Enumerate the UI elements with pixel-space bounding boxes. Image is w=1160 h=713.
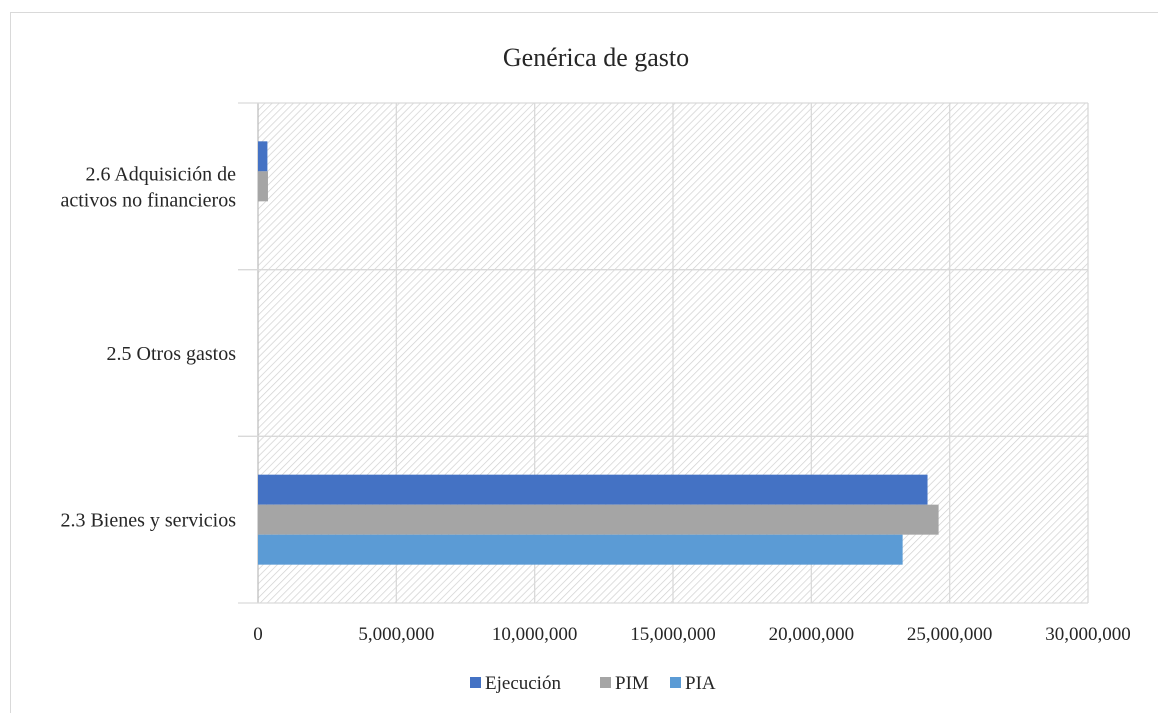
legend-swatch <box>470 677 481 688</box>
legend-label: PIM <box>615 673 649 694</box>
x-tick-label: 5,000,000 <box>358 624 434 645</box>
category-label: 2.6 Adquisición de activos no financieros <box>61 163 237 211</box>
category-label: 2.5 Otros gastos <box>107 343 237 365</box>
bar-ejecución <box>258 474 928 505</box>
bar-pia <box>258 534 903 565</box>
category-label: 2.3 Bienes y servicios <box>60 510 236 532</box>
bar-pim <box>258 504 939 535</box>
bar-pim <box>258 171 268 202</box>
grid-lines <box>238 102 1089 604</box>
chart-title: Genérica de gasto <box>503 43 689 72</box>
x-tick-label: 30,000,000 <box>1045 624 1131 645</box>
legend: Ejecución PIM PIA <box>470 673 716 694</box>
category-labels: 2.3 Bienes y servicios 2.5 Otros gastos 2.… <box>60 163 236 531</box>
x-tick-label: 15,000,000 <box>630 624 716 645</box>
bars <box>258 141 939 565</box>
x-tick-label: 20,000,000 <box>769 624 855 645</box>
x-tick-label: 0 <box>253 624 263 645</box>
legend-label: Ejecución <box>485 673 561 694</box>
legend-label: PIA <box>685 673 716 694</box>
x-tick-labels: 0 5,000,000 10,000,000 15,000,000 20,000,000… <box>253 624 1131 645</box>
x-tick-label: 25,000,000 <box>907 624 993 645</box>
legend-swatch <box>600 677 611 688</box>
x-tick-label: 10,000,000 <box>492 624 578 645</box>
bar-ejecución <box>258 141 268 172</box>
legend-swatch <box>670 677 681 688</box>
